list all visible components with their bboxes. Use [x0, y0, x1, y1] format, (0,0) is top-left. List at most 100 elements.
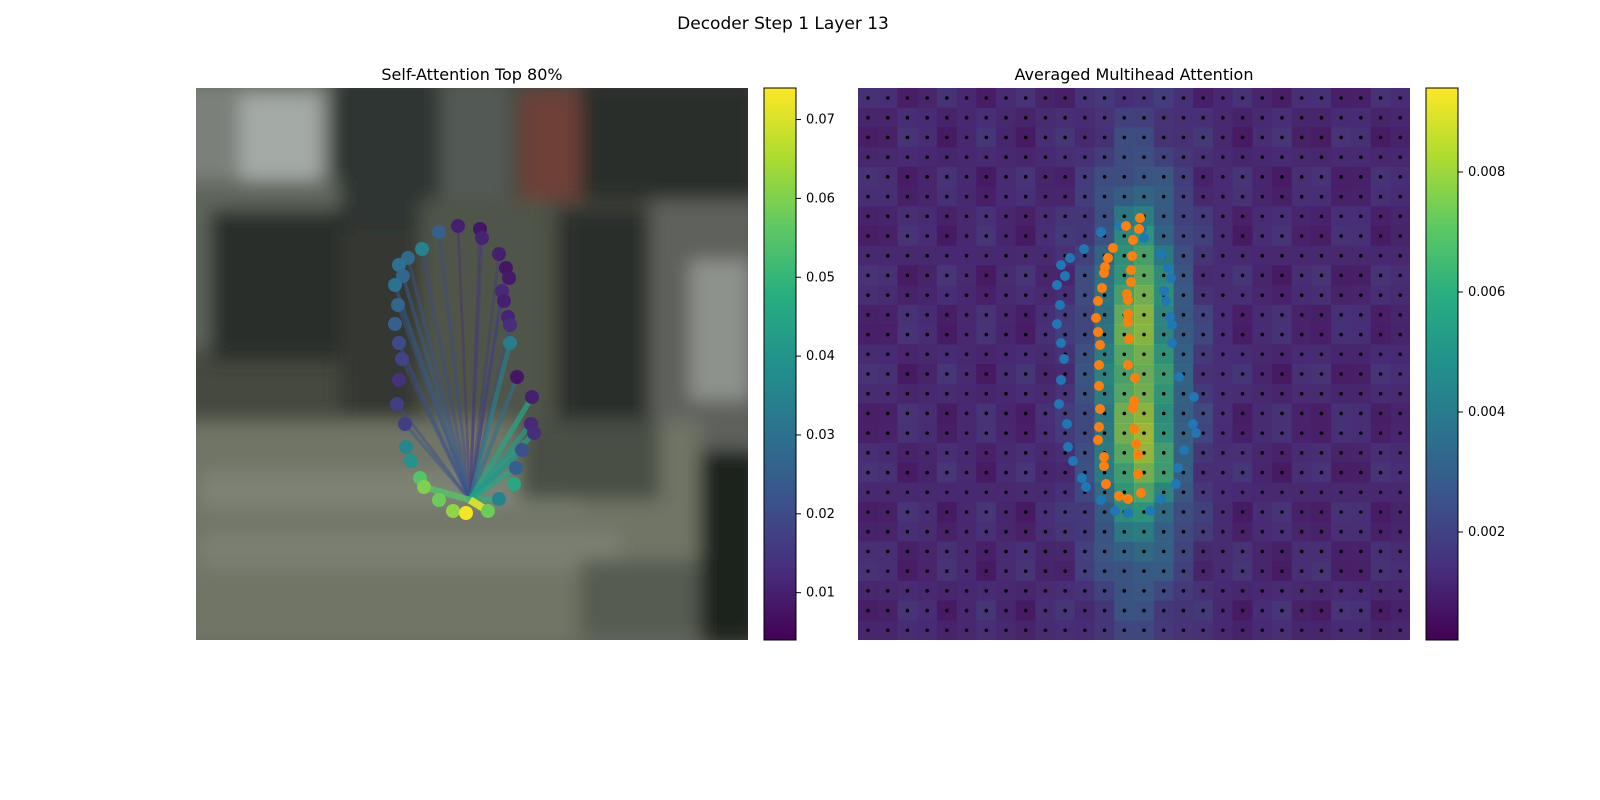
grid-dot [945, 391, 949, 396]
grid-dot [1102, 372, 1107, 376]
grid-dot [1240, 510, 1245, 514]
grid-dot [945, 431, 949, 435]
orange-sample-point [1103, 253, 1113, 263]
grid-dot [1221, 391, 1225, 396]
grid-dot [1122, 234, 1127, 238]
grid-dot [1023, 529, 1028, 534]
grid-dot [1339, 175, 1343, 179]
grid-dot [905, 411, 910, 416]
grid-dot [964, 194, 969, 199]
grid-dot [1299, 234, 1304, 238]
grid-dot [1359, 569, 1363, 573]
grid-dot [1319, 155, 1324, 159]
grid-dot [1083, 155, 1087, 159]
grid-dot [1161, 214, 1166, 219]
grid-dot [1201, 155, 1205, 159]
grid-dot [1359, 411, 1363, 416]
grid-dot [1319, 451, 1324, 455]
grid-dot [964, 234, 969, 238]
grid-dot [1201, 234, 1205, 238]
grid-dot [1063, 589, 1067, 593]
grid-dot [1122, 589, 1127, 593]
grid-dot [1378, 273, 1383, 278]
grid-dot [1122, 628, 1127, 633]
grid-dot [905, 490, 910, 495]
grid-dot [1398, 510, 1403, 514]
grid-dot [1043, 391, 1048, 396]
grid-dot [964, 96, 969, 100]
grid-dot [1083, 234, 1087, 238]
grid-dot [1398, 628, 1403, 633]
grid-dot [1398, 135, 1403, 140]
grid-dot [1299, 549, 1304, 554]
grid-dot [1378, 175, 1383, 179]
orange-sample-point [1126, 277, 1136, 287]
grid-dot [1161, 431, 1166, 435]
grid-dot [1240, 431, 1245, 435]
grid-dot [1359, 135, 1363, 140]
orange-sample-point [1101, 479, 1111, 489]
grid-dot [1240, 411, 1245, 416]
grid-dot [1201, 352, 1205, 357]
grid-dot [1359, 490, 1363, 495]
panel-a-plot [388, 219, 541, 520]
grid-dot [1161, 529, 1166, 534]
grid-dot [1359, 214, 1363, 219]
grid-dot [866, 529, 870, 534]
grid-dot [1260, 155, 1265, 159]
grid-dot [1260, 115, 1265, 120]
blue-contour-point [1159, 286, 1169, 296]
grid-dot [1398, 273, 1403, 278]
grid-dot [1221, 608, 1225, 613]
grid-dot [1102, 589, 1107, 593]
grid-dot [1043, 175, 1048, 179]
grid-dot [1378, 510, 1383, 514]
grid-dot [964, 352, 969, 357]
grid-dot [1240, 470, 1245, 475]
grid-dot [1201, 529, 1205, 534]
grid-dot [1221, 234, 1225, 238]
grid-dot [1319, 411, 1324, 416]
grid-dot [1102, 135, 1107, 140]
grid-dot [1181, 273, 1186, 278]
grid-dot [1102, 431, 1107, 435]
grid-dot [1004, 391, 1008, 396]
grid-dot [1280, 372, 1284, 376]
grid-dot [1023, 470, 1028, 475]
grid-dot [1102, 470, 1107, 475]
grid-dot [1201, 569, 1205, 573]
grid-dot [1102, 411, 1107, 416]
orange-sample-point [1131, 439, 1141, 449]
grid-dot [1004, 431, 1008, 435]
grid-dot [885, 175, 890, 179]
grid-dot [866, 352, 870, 357]
grid-dot [1181, 194, 1186, 199]
grid-dot [1398, 96, 1403, 100]
grid-dot [1142, 135, 1146, 140]
grid-dot [964, 273, 969, 278]
grid-dot [885, 470, 890, 475]
grid-dot [1181, 589, 1186, 593]
grid-dot [964, 589, 969, 593]
grid-dot [1299, 589, 1304, 593]
grid-dot [1378, 589, 1383, 593]
grid-dot [945, 135, 949, 140]
grid-dot [1339, 569, 1343, 573]
grid-dot [1359, 510, 1363, 514]
grid-dot [866, 470, 870, 475]
grid-dot [984, 391, 989, 396]
grid-dot [905, 608, 910, 613]
colorbar-a-tick-label: 0.02 [806, 507, 835, 522]
grid-dot [1063, 214, 1067, 219]
contour-point [399, 440, 413, 454]
grid-dot [1378, 490, 1383, 495]
grid-dot [1004, 372, 1008, 376]
grid-dot [1083, 313, 1087, 317]
grid-dot [1043, 431, 1048, 435]
grid-dot [1201, 214, 1205, 219]
grid-dot [866, 608, 870, 613]
grid-dot [1299, 313, 1304, 317]
grid-dot [1043, 628, 1048, 633]
grid-dot [1201, 628, 1205, 633]
grid-dot [1299, 155, 1304, 159]
